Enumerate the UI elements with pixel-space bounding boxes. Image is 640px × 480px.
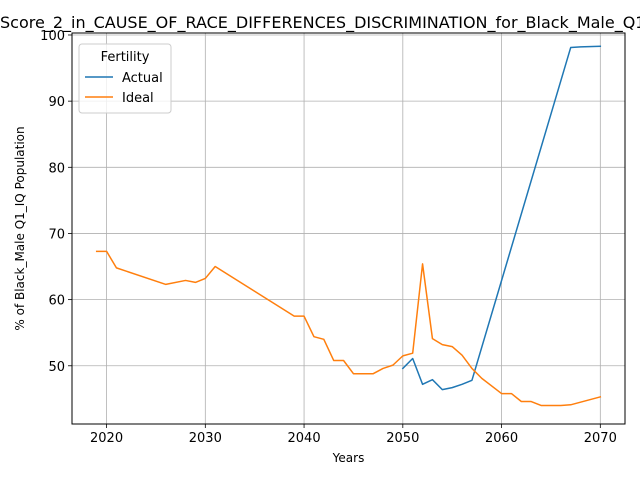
y-tick-label: 70 bbox=[48, 227, 65, 242]
legend-title: Fertility bbox=[101, 50, 150, 65]
series-line-ideal bbox=[95, 250, 602, 407]
x-tick-label: 2070 bbox=[584, 431, 617, 446]
series-line-actual bbox=[401, 45, 602, 391]
x-tick-label: 2030 bbox=[189, 431, 222, 446]
legend-label-ideal: Ideal bbox=[122, 91, 154, 106]
y-tick-label: 80 bbox=[48, 161, 65, 176]
x-tick-label: 2060 bbox=[485, 431, 518, 446]
y-tick-label: 60 bbox=[48, 294, 65, 309]
x-tick-label: 2050 bbox=[386, 431, 419, 446]
legend-box bbox=[78, 43, 172, 114]
chart-title: Score_2_in_CAUSE_OF_RACE_DIFFERENCES_DIS… bbox=[0, 13, 640, 33]
y-tick-label: 50 bbox=[48, 360, 65, 375]
legend: Fertility Actual Ideal bbox=[78, 43, 172, 114]
x-tick-label: 2040 bbox=[288, 431, 321, 446]
x-tick-label: 2020 bbox=[90, 431, 123, 446]
y-axis-title: % of Black_Male Q1_IQ Population bbox=[13, 126, 27, 330]
series-lines bbox=[95, 45, 602, 407]
plot-frame bbox=[71, 32, 626, 425]
y-tick-label: 100 bbox=[40, 29, 65, 44]
legend-label-actual: Actual bbox=[122, 71, 163, 86]
axis-ticks: 2020 2030 2040 2050 2060 2070 50 60 70 80 90 100 bbox=[40, 29, 617, 446]
x-axis-title: Years bbox=[332, 451, 365, 465]
y-tick-label: 90 bbox=[48, 95, 65, 110]
